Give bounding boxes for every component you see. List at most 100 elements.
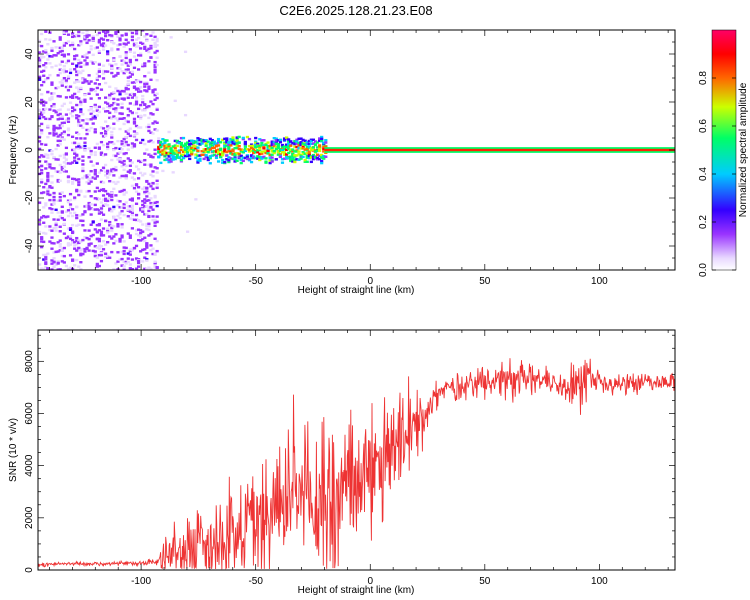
heatmap-cell — [110, 130, 114, 134]
heatmap-cell — [155, 220, 159, 224]
heatmap-cell — [60, 166, 64, 169]
heatmap-cell — [128, 63, 132, 66]
heatmap-cell — [62, 130, 66, 133]
heatmap-cell — [252, 149, 256, 153]
heatmap-cell — [134, 100, 139, 104]
heatmap-cell — [179, 160, 184, 163]
heatmap-cell — [225, 141, 229, 144]
heatmap-cell — [139, 250, 143, 253]
heatmap-cell — [75, 161, 79, 165]
heatmap-cell — [93, 203, 97, 207]
heatmap-cell — [274, 158, 278, 161]
heatmap-cell — [143, 192, 147, 195]
heatmap-cell — [305, 151, 309, 155]
heatmap-cell — [122, 268, 126, 270]
heatmap-cell — [270, 150, 274, 153]
heatmap-cell — [64, 70, 69, 73]
x-tick-label: -100 — [131, 576, 151, 587]
heatmap-cell — [93, 197, 97, 200]
heatmap-cell — [147, 123, 151, 127]
heatmap-cell — [38, 223, 42, 226]
heatmap-cell — [97, 49, 102, 53]
heatmap-cell — [141, 98, 145, 101]
heatmap-cell — [101, 167, 106, 171]
heatmap-cell — [264, 151, 268, 155]
heatmap-cell — [112, 154, 116, 157]
heatmap-cell — [56, 109, 60, 112]
heatmap-cell — [87, 182, 91, 185]
heatmap-cell — [110, 195, 114, 198]
heatmap-cell — [112, 97, 116, 101]
heatmap-cell — [60, 168, 64, 171]
heatmap-cell — [103, 219, 108, 223]
heatmap-cell — [128, 75, 132, 78]
heatmap-cell — [249, 144, 254, 148]
heatmap-cell — [239, 150, 243, 153]
heatmap-cell — [112, 180, 116, 184]
heatmap-cell — [85, 33, 89, 36]
heatmap-cell — [153, 253, 157, 256]
heatmap-cell — [216, 148, 221, 151]
heatmap-cell — [40, 101, 44, 105]
heatmap-cell — [136, 87, 141, 90]
heatmap-cell — [85, 190, 89, 193]
heatmap-cell — [42, 214, 46, 218]
heatmap-cell — [194, 156, 198, 159]
heatmap-cell — [48, 55, 52, 58]
heatmap-cell — [99, 140, 104, 144]
heatmap-cell — [128, 210, 132, 213]
heatmap-cell — [155, 92, 159, 95]
heatmap-cell — [75, 116, 79, 120]
heatmap-cell — [139, 126, 143, 129]
heatmap-cell — [143, 205, 147, 208]
heatmap-cell — [81, 55, 85, 58]
heatmap-cell — [116, 214, 120, 218]
heatmap-cell — [311, 148, 316, 151]
heatmap-cell — [101, 248, 106, 251]
heatmap-cell — [153, 148, 157, 151]
heatmap-cell — [118, 258, 122, 261]
heatmap-cell — [186, 141, 190, 145]
heatmap-cell — [75, 145, 79, 149]
heatmap-cell — [110, 237, 114, 240]
heatmap-cell — [188, 154, 192, 157]
heatmap-cell — [52, 127, 56, 131]
heatmap-cell — [97, 75, 102, 78]
heatmap-cell — [223, 144, 227, 147]
heatmap-cell — [141, 42, 145, 45]
heatmap-cell — [126, 79, 130, 83]
heatmap-cell — [73, 35, 77, 38]
heatmap-cell — [295, 158, 299, 161]
heatmap-cell — [95, 175, 99, 178]
heatmap-cell — [149, 206, 153, 209]
heatmap-cell — [70, 45, 75, 48]
heatmap-cell — [95, 72, 99, 76]
heatmap-cell — [128, 159, 132, 163]
heatmap-cell — [77, 30, 81, 34]
heatmap-cell — [167, 144, 171, 148]
heatmap-cell — [136, 261, 141, 265]
heatmap-cell — [89, 153, 93, 156]
heatmap-cell — [114, 233, 118, 236]
heatmap-cell — [295, 150, 299, 153]
heatmap-cell — [66, 33, 71, 36]
heatmap-cell — [79, 40, 83, 43]
heatmap-cell — [97, 237, 102, 241]
heatmap-cell — [132, 145, 137, 148]
heatmap-cell — [68, 206, 73, 209]
heatmap-cell — [322, 147, 326, 151]
heatmap-cell — [295, 154, 299, 157]
heatmap-cell — [130, 35, 135, 38]
heatmap-cell — [173, 152, 177, 155]
heatmap-cell — [126, 257, 130, 260]
heatmap-cell — [120, 112, 124, 115]
heatmap-cell — [254, 145, 258, 149]
heatmap-cell — [128, 267, 132, 270]
heatmap-cell — [122, 122, 126, 126]
heatmap-cell — [44, 101, 48, 104]
heatmap-cell — [73, 177, 77, 181]
heatmap-cell — [93, 146, 97, 149]
heatmap-cell — [132, 103, 137, 106]
y-tick-label: 40 — [24, 48, 35, 60]
heatmap-cell — [143, 248, 147, 251]
